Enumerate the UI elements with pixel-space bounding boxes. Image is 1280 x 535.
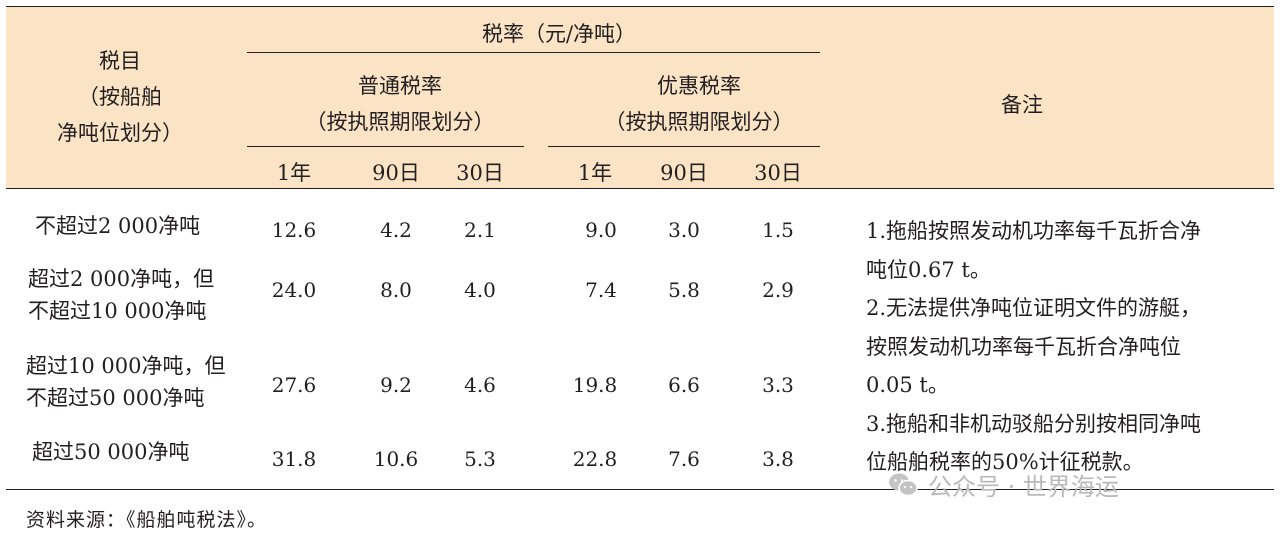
table-cell: 2.9 [762, 278, 794, 302]
remarks-line: 0.05 t。 [866, 373, 949, 397]
row-item-label: 不超过10 000净吨 [28, 299, 207, 323]
table-cell: 3.3 [762, 373, 794, 397]
table-header [6, 7, 1274, 188]
table-cell: 19.8 [572, 373, 618, 397]
remarks-header: 备注 [1001, 93, 1043, 117]
table-cell: 5.3 [464, 447, 496, 471]
period-header: 30日 [754, 161, 802, 185]
table-cell: 7.4 [585, 278, 617, 302]
row-item-label: 不超过50 000净吨 [26, 386, 205, 410]
table-cell: 24.0 [271, 278, 317, 302]
watermark: 公众号 · 世界海运 [888, 467, 1119, 502]
table-cell: 27.6 [271, 373, 317, 397]
remarks-line: 按照发动机功率每千瓦折合净吨位 [866, 334, 1181, 359]
watermark-text: 公众号 · 世界海运 [928, 473, 1119, 501]
preferential-rate-header: （按执照期限划分） [604, 110, 794, 134]
table-body [6, 188, 1274, 489]
table-cell: 4.0 [464, 278, 496, 302]
table-cell: 12.6 [271, 218, 317, 242]
remarks-line: 3.拖船和非机动驳船分别按相同净吨 [866, 411, 1202, 436]
remarks-text: 1.拖船按照发动机功率每千瓦折合净 吨位0.67 t。 2.无法提供净吨位证明文… [866, 212, 1266, 482]
table-cell: 10.6 [373, 447, 419, 471]
table-cell: 2.1 [464, 218, 496, 242]
table-cell: 3.0 [668, 218, 700, 242]
table-cell: 3.8 [762, 447, 794, 471]
table-cell: 5.8 [668, 278, 700, 302]
table-cell: 7.6 [668, 447, 700, 471]
period-header: 1年 [577, 161, 613, 185]
row-item-label: 超过2 000净吨，但 [28, 267, 215, 291]
preferential-rate-rule [548, 146, 820, 147]
period-header: 30日 [456, 161, 504, 185]
table-cell: 1.5 [762, 218, 794, 242]
tonnage-tax-table: 税目 （按船舶 净吨位划分） 税率（元/净吨） 普通税率 （按执照期限划分） 优… [6, 6, 1274, 490]
tax-item-header: 税目 [99, 49, 141, 73]
table-cell: 4.2 [380, 218, 412, 242]
period-header: 90日 [372, 161, 420, 185]
normal-rate-rule [247, 146, 524, 147]
period-header: 1年 [276, 161, 312, 185]
tax-item-header: （按船舶 [78, 85, 162, 109]
header-rule [6, 188, 1274, 189]
table-cell: 4.6 [464, 373, 496, 397]
table-cell: 9.0 [585, 218, 617, 242]
table-cell: 8.0 [380, 278, 412, 302]
table-cell: 31.8 [271, 447, 317, 471]
remarks-line: 位船舶税率的50%计征税款。 [866, 450, 1144, 474]
tax-item-header: 净吨位划分） [57, 121, 183, 145]
preferential-rate-header: 优惠税率 [657, 74, 741, 98]
table-cell: 22.8 [572, 447, 618, 471]
row-item-label: 超过50 000净吨 [32, 440, 190, 464]
remarks-line: 吨位0.67 t。 [866, 257, 991, 282]
normal-rate-header: 普通税率 [358, 74, 442, 98]
rate-group-rule [247, 52, 820, 53]
row-item-label: 超过10 000净吨，但 [26, 354, 226, 378]
normal-rate-header: （按执照期限划分） [305, 110, 495, 134]
table-cell: 6.6 [668, 373, 700, 397]
row-item-label: 不超过2 000净吨 [35, 214, 201, 238]
table-cell: 9.2 [380, 373, 412, 397]
remarks-line: 2.无法提供净吨位证明文件的游艇， [866, 296, 1202, 320]
period-header: 90日 [660, 161, 708, 185]
source-note: 资料来源：《船舶吨税法》。 [26, 509, 268, 531]
remarks-line: 1.拖船按照发动机功率每千瓦折合净 [866, 219, 1202, 243]
wechat-icon [889, 473, 918, 496]
rate-group-header: 税率（元/净吨） [481, 22, 637, 46]
